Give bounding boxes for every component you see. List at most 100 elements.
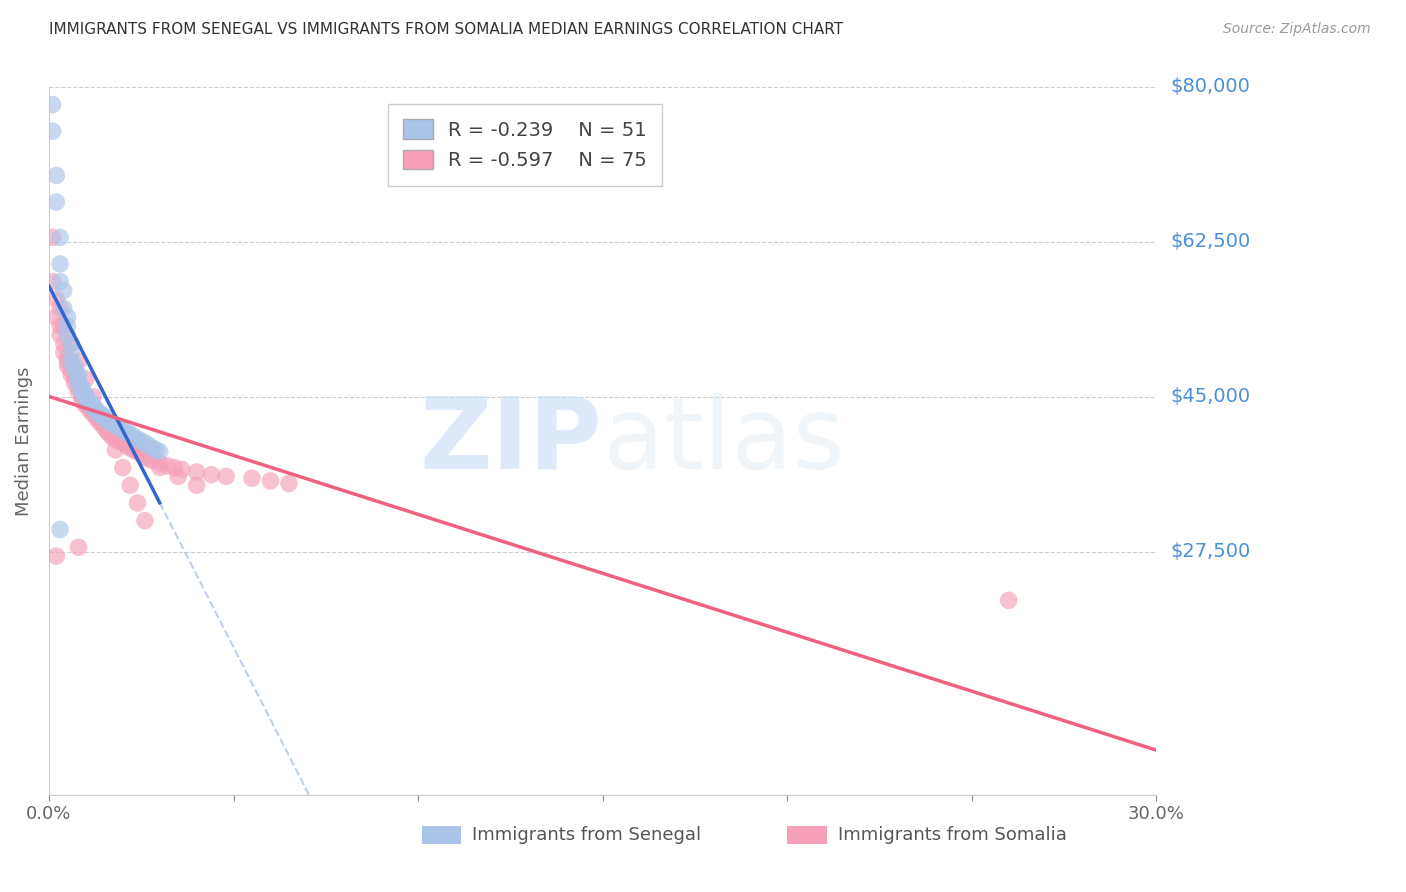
Point (97, 423, 120, 437)
Point (82, 390, 104, 404)
Point (127, 444, 149, 458)
Point (259, 474, 281, 488)
Text: Immigrants from Somalia: Immigrants from Somalia (838, 826, 1067, 844)
Point (104, 442, 127, 457)
Point (145, 442, 167, 457)
Point (129, 447, 152, 461)
Point (97, 415, 120, 429)
Point (170, 462, 193, 476)
Point (134, 514, 156, 528)
Point (52, 284, 75, 298)
Point (141, 453, 163, 467)
Point (45, 169, 67, 183)
Point (49, 275, 72, 289)
Text: $62,500: $62,500 (1170, 232, 1250, 252)
Point (240, 471, 263, 485)
Point (41, 230, 63, 244)
Text: $27,500: $27,500 (1170, 542, 1250, 561)
Bar (787, 826, 827, 844)
Point (49, 257, 72, 271)
Point (277, 476, 299, 491)
Point (60, 336, 83, 351)
Y-axis label: Median Earnings: Median Earnings (15, 367, 32, 516)
Point (186, 478, 208, 492)
Point (56, 350, 79, 364)
Point (120, 478, 142, 492)
Point (60, 354, 83, 368)
Point (60, 368, 83, 382)
Point (100, 417, 122, 431)
Point (75, 392, 97, 406)
Point (45, 549, 67, 563)
Text: Immigrants from Senegal: Immigrants from Senegal (472, 826, 702, 844)
Point (75, 388, 97, 402)
Point (79, 397, 101, 411)
Point (49, 327, 72, 342)
Point (75, 397, 97, 411)
Point (52, 345, 75, 359)
Point (127, 432, 149, 446)
Point (138, 438, 160, 452)
Point (149, 444, 172, 458)
Point (167, 469, 190, 483)
Point (93, 409, 115, 424)
Point (56, 327, 79, 342)
Point (49, 301, 72, 316)
Point (111, 435, 134, 450)
Point (149, 460, 172, 475)
Point (79, 401, 101, 415)
Point (45, 293, 67, 307)
Point (63, 363, 86, 377)
Point (129, 434, 152, 448)
Point (75, 390, 97, 404)
Point (41, 275, 63, 289)
Point (56, 318, 79, 333)
Point (75, 399, 97, 413)
Point (82, 406, 104, 420)
Point (67, 354, 90, 368)
Point (115, 438, 138, 452)
Legend: R = -0.239    N = 51, R = -0.597    N = 75: R = -0.239 N = 51, R = -0.597 N = 75 (388, 103, 662, 186)
Point (93, 421, 115, 435)
Point (149, 456, 172, 470)
Point (70, 383, 93, 397)
Point (67, 376, 90, 391)
Point (49, 318, 72, 333)
Point (120, 441, 142, 455)
Point (49, 523, 72, 537)
Point (186, 465, 208, 479)
Point (93, 412, 115, 426)
Point (104, 418, 127, 433)
Point (86, 403, 108, 417)
Point (60, 336, 83, 351)
Point (127, 496, 149, 510)
Point (138, 451, 160, 466)
Point (56, 359, 79, 373)
Point (108, 434, 131, 448)
Point (122, 429, 145, 443)
Point (41, 97, 63, 112)
Point (67, 381, 90, 395)
Point (70, 385, 93, 400)
Point (70, 394, 93, 409)
Point (60, 363, 83, 377)
Point (90, 408, 112, 422)
Point (100, 426, 122, 441)
Text: ZIP: ZIP (420, 392, 603, 490)
Point (67, 385, 90, 400)
Bar (422, 826, 461, 844)
Point (49, 230, 72, 244)
Point (79, 394, 101, 409)
Point (70, 381, 93, 395)
Point (93, 418, 115, 433)
Point (86, 412, 108, 426)
Point (63, 376, 86, 391)
Point (111, 460, 134, 475)
Point (215, 469, 238, 483)
Point (90, 408, 112, 422)
Point (134, 435, 156, 450)
Point (56, 354, 79, 368)
Point (63, 359, 86, 373)
Point (75, 372, 97, 386)
Point (111, 423, 134, 437)
